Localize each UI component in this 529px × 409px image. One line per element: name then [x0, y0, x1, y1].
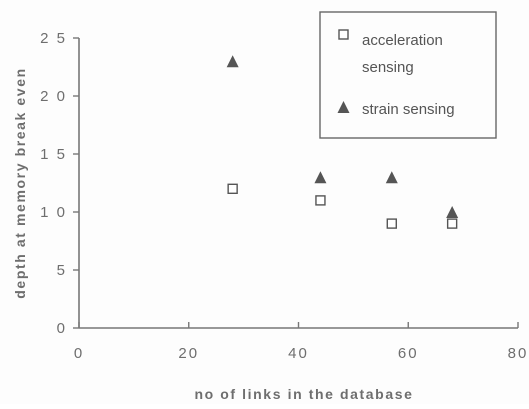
axes	[78, 38, 518, 329]
legend-box	[319, 11, 497, 139]
y-tick-label: 0	[57, 320, 67, 337]
data-point-strain-sensing	[385, 171, 398, 184]
x-tick-label: 0	[74, 345, 84, 362]
data-points	[226, 55, 459, 229]
y-tick-label: 2 5	[40, 30, 67, 47]
y-tick-label: 5	[57, 262, 67, 279]
legend-marker-strain-sensing	[337, 101, 350, 113]
y-tick-label: 1 5	[40, 146, 67, 163]
x-tick-label: 60	[398, 345, 419, 362]
data-point-acceleration-sensing	[386, 218, 397, 229]
x-axis-title: no of links in the database	[194, 386, 413, 402]
legend-label-acceleration-sensing-line-1: acceleration	[362, 32, 443, 49]
x-tick-label: 40	[288, 345, 309, 362]
data-point-acceleration-sensing	[315, 195, 326, 206]
y-axis-title: depth at memory break even	[12, 67, 28, 298]
ticks: 0 20 40 60 80 0 5 1 0 1 5 2 0 2 5	[40, 30, 529, 362]
data-point-strain-sensing	[314, 171, 327, 184]
y-tick-label: 1 0	[40, 204, 67, 221]
x-tick-label: 80	[508, 345, 529, 362]
legend-marker-acceleration-sensing	[338, 29, 349, 40]
legend: acceleration sensing strain sensing	[319, 11, 497, 139]
data-point-acceleration-sensing	[446, 218, 458, 229]
legend-label-strain-sensing: strain sensing	[362, 101, 455, 118]
data-point-strain-sensing	[226, 55, 239, 68]
legend-label-acceleration-sensing-line-2: sensing	[362, 59, 414, 76]
data-point-strain-sensing	[446, 206, 459, 218]
y-tick-label: 2 0	[40, 88, 67, 105]
x-tick-label: 20	[178, 345, 199, 362]
data-point-acceleration-sensing	[227, 183, 238, 195]
